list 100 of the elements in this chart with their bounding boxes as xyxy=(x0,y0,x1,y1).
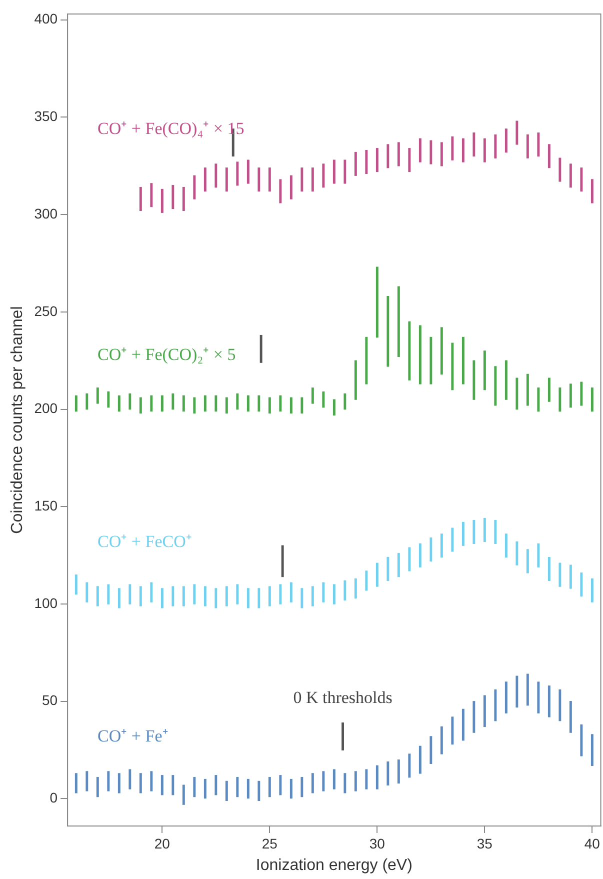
bar xyxy=(322,582,325,602)
bar xyxy=(354,578,357,599)
bar xyxy=(322,391,325,408)
bar xyxy=(96,388,99,404)
bar xyxy=(172,393,174,410)
bar xyxy=(182,586,185,606)
bar xyxy=(472,701,476,733)
bar xyxy=(386,761,390,786)
bar xyxy=(430,537,432,562)
bar xyxy=(494,366,497,406)
bar xyxy=(300,776,304,798)
bar xyxy=(290,397,292,414)
bar xyxy=(204,586,206,606)
bar xyxy=(258,588,260,608)
bar xyxy=(483,350,486,390)
bar xyxy=(193,397,196,414)
x-axis-title: Ionization energy (eV) xyxy=(256,856,412,874)
bar xyxy=(139,186,142,211)
bar xyxy=(118,588,120,608)
bar xyxy=(236,584,239,604)
bar xyxy=(558,562,562,587)
bar xyxy=(558,388,562,412)
bar xyxy=(225,586,228,606)
bar xyxy=(590,734,594,766)
bar xyxy=(590,578,594,602)
bar xyxy=(107,771,110,792)
bar xyxy=(107,391,110,408)
bar xyxy=(74,395,78,412)
bar xyxy=(86,582,88,602)
y-tick-label: 150 xyxy=(34,498,58,514)
y-tick-label: 400 xyxy=(34,10,58,27)
bar xyxy=(526,549,529,574)
bar xyxy=(386,556,390,581)
y-tick-label: 350 xyxy=(34,108,58,124)
bar xyxy=(365,570,368,591)
bar xyxy=(322,164,325,188)
bar xyxy=(160,775,164,796)
bar xyxy=(580,572,583,597)
bar xyxy=(279,584,282,604)
bar xyxy=(279,395,282,412)
bar xyxy=(225,397,228,414)
annotation: 0 K thresholds xyxy=(293,688,392,707)
bar xyxy=(462,522,464,546)
bar xyxy=(354,152,357,176)
bar xyxy=(537,543,540,568)
bar xyxy=(569,384,572,408)
bar xyxy=(430,336,432,384)
bar xyxy=(322,771,325,792)
bar xyxy=(504,534,508,558)
bar xyxy=(430,736,432,764)
bar xyxy=(128,584,132,604)
bar xyxy=(281,545,284,578)
bar xyxy=(344,393,346,410)
bar xyxy=(182,395,185,412)
bar xyxy=(290,582,292,602)
bar xyxy=(86,771,88,792)
bar xyxy=(397,286,400,358)
bar xyxy=(462,336,464,384)
bar xyxy=(516,676,518,708)
bar xyxy=(139,397,142,414)
bar xyxy=(300,168,304,192)
bar xyxy=(548,378,550,402)
bar xyxy=(526,134,529,158)
bar xyxy=(397,553,400,578)
bar xyxy=(494,134,497,158)
bar xyxy=(172,775,174,796)
x-tick-label: 20 xyxy=(154,835,170,852)
bar xyxy=(246,588,250,608)
bar xyxy=(290,175,292,200)
bar xyxy=(537,388,540,412)
bar xyxy=(365,336,368,384)
bar xyxy=(214,395,218,412)
bar xyxy=(558,689,562,722)
bar xyxy=(311,586,314,606)
bar xyxy=(483,695,486,728)
bar xyxy=(182,784,185,805)
series-label: CO⁺ + FeCO⁺ xyxy=(98,532,192,551)
bar xyxy=(172,586,174,606)
bar xyxy=(526,374,529,406)
bar xyxy=(451,342,454,390)
x-tick-label: 40 xyxy=(584,835,600,852)
bar xyxy=(516,120,518,145)
bar xyxy=(107,584,110,604)
bar xyxy=(569,164,572,188)
bar xyxy=(279,775,282,796)
bar xyxy=(193,584,196,604)
bar xyxy=(74,574,78,595)
bar xyxy=(462,138,464,162)
bar xyxy=(569,701,572,733)
bar xyxy=(332,399,336,416)
bar xyxy=(483,138,486,162)
bar xyxy=(268,397,271,414)
bar xyxy=(440,534,443,558)
bar xyxy=(376,765,378,790)
bar xyxy=(332,769,336,790)
bar xyxy=(182,186,185,211)
y-tick-label: 250 xyxy=(34,302,58,319)
bar xyxy=(300,588,304,608)
bar xyxy=(268,586,271,606)
bar xyxy=(160,188,164,213)
